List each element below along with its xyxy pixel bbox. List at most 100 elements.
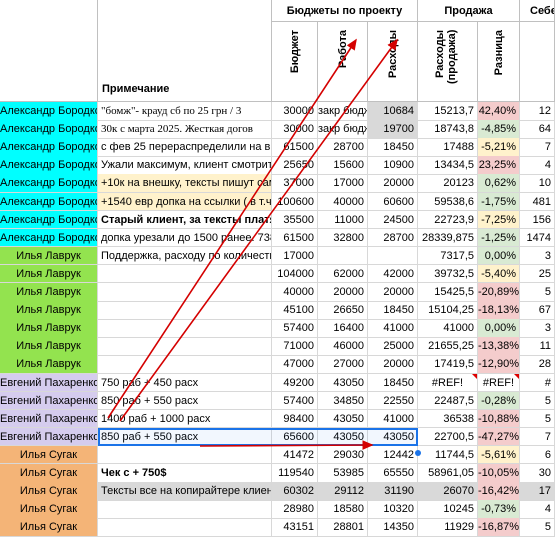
row-work-cell[interactable]: 53985 bbox=[318, 464, 368, 483]
row-sale-expenses-cell[interactable]: 21655,25 bbox=[418, 337, 478, 356]
row-work-cell[interactable]: 11000 bbox=[318, 210, 368, 230]
row-name-cell[interactable]: Евгений Пахаренко bbox=[0, 373, 98, 393]
row-budget-cell[interactable]: 30000 bbox=[272, 120, 318, 139]
row-expenses-cell[interactable]: 42000 bbox=[368, 264, 418, 284]
row-diff-cell[interactable]: -5,61% bbox=[478, 445, 520, 465]
row-note-cell[interactable]: Поддержка, расходу по количеству bbox=[98, 246, 272, 266]
row-budget-cell[interactable]: 25650 bbox=[272, 156, 318, 175]
row-cost-cell[interactable]: 7 bbox=[520, 138, 555, 157]
row-cost-cell[interactable]: 7 bbox=[520, 427, 555, 447]
row-work-cell[interactable]: 43050 bbox=[318, 409, 368, 429]
row-name-cell[interactable]: Александр Бородков bbox=[0, 192, 98, 212]
row-sale-expenses-cell[interactable]: 41000 bbox=[418, 319, 478, 338]
row-diff-cell[interactable]: -18,13% bbox=[478, 301, 520, 320]
row-budget-cell[interactable]: 119540 bbox=[272, 464, 318, 483]
row-expenses-cell[interactable]: 65550 bbox=[368, 464, 418, 483]
row-name-cell[interactable]: Илья Сугак bbox=[0, 464, 98, 483]
row-diff-cell[interactable]: -0,28% bbox=[478, 391, 520, 411]
group-cost-header[interactable]: Себе bbox=[520, 0, 555, 22]
row-expenses-cell[interactable]: 18450 bbox=[368, 373, 418, 393]
row-note-cell[interactable] bbox=[98, 355, 272, 374]
row-work-cell[interactable]: 20000 bbox=[318, 283, 368, 302]
row-sale-expenses-cell[interactable]: 17419,5 bbox=[418, 355, 478, 374]
row-name-cell[interactable]: Илья Лаврук bbox=[0, 355, 98, 374]
row-sale-expenses-cell[interactable]: 26070 bbox=[418, 482, 478, 501]
row-work-cell[interactable]: 16400 bbox=[318, 319, 368, 338]
row-diff-cell[interactable]: -13,38% bbox=[478, 337, 520, 356]
row-sale-expenses-cell[interactable]: 22700,5 bbox=[418, 427, 478, 447]
row-name-cell[interactable]: Евгений Пахаренко bbox=[0, 427, 98, 447]
row-work-cell[interactable]: 62000 bbox=[318, 264, 368, 284]
row-cost-cell[interactable]: 4 bbox=[520, 156, 555, 175]
row-expenses-cell[interactable]: 41000 bbox=[368, 319, 418, 338]
row-sale-expenses-cell[interactable]: 58961,05 bbox=[418, 464, 478, 483]
row-diff-cell[interactable]: 0,00% bbox=[478, 246, 520, 266]
row-expenses-cell[interactable] bbox=[368, 246, 418, 266]
row-note-cell[interactable] bbox=[98, 301, 272, 320]
row-note-cell[interactable] bbox=[98, 283, 272, 302]
row-name-cell[interactable]: Илья Лаврук bbox=[0, 319, 98, 338]
row-work-cell[interactable]: 28700 bbox=[318, 138, 368, 157]
row-budget-cell[interactable]: 60302 bbox=[272, 482, 318, 501]
row-work-cell[interactable]: 32800 bbox=[318, 228, 368, 248]
row-expenses-cell[interactable]: 12442 bbox=[368, 445, 418, 465]
row-name-cell[interactable]: Илья Лаврук bbox=[0, 337, 98, 356]
col-header-work[interactable]: Работа bbox=[318, 22, 368, 102]
row-note-cell[interactable] bbox=[98, 337, 272, 356]
row-cost-cell[interactable]: 5 bbox=[520, 518, 555, 537]
row-sale-expenses-cell[interactable]: 22723,9 bbox=[418, 210, 478, 230]
row-sale-expenses-cell[interactable]: 18743,8 bbox=[418, 120, 478, 139]
row-note-cell[interactable]: 750 раб + 450 расх bbox=[98, 373, 272, 393]
row-name-cell[interactable]: Евгений Пахаренко bbox=[0, 391, 98, 411]
row-name-cell[interactable]: Александр Бородков bbox=[0, 102, 98, 121]
row-work-cell[interactable]: 18580 bbox=[318, 500, 368, 519]
row-diff-cell[interactable]: -16,42% bbox=[478, 482, 520, 501]
row-sale-expenses-cell[interactable]: 11744,5 bbox=[418, 445, 478, 465]
row-expenses-cell[interactable]: 14350 bbox=[368, 518, 418, 537]
row-note-cell[interactable] bbox=[98, 264, 272, 284]
row-budget-cell[interactable]: 49200 bbox=[272, 373, 318, 393]
row-name-cell[interactable]: Александр Бородков bbox=[0, 210, 98, 230]
row-cost-cell[interactable]: 481 bbox=[520, 192, 555, 212]
row-cost-cell[interactable]: 67 bbox=[520, 301, 555, 320]
row-sale-expenses-cell[interactable]: 15104,25 bbox=[418, 301, 478, 320]
row-diff-cell[interactable]: -5,21% bbox=[478, 138, 520, 157]
row-expenses-cell[interactable]: 60600 bbox=[368, 192, 418, 212]
row-work-cell[interactable]: 15600 bbox=[318, 156, 368, 175]
row-name-cell[interactable]: Евгений Пахаренко bbox=[0, 409, 98, 429]
row-name-cell[interactable]: Александр Бородков bbox=[0, 120, 98, 139]
row-budget-cell[interactable]: 100600 bbox=[272, 192, 318, 212]
row-work-cell[interactable]: 34850 bbox=[318, 391, 368, 411]
row-expenses-cell[interactable]: 43050 bbox=[368, 427, 418, 447]
row-budget-cell[interactable]: 30000 bbox=[272, 102, 318, 121]
row-budget-cell[interactable]: 35500 bbox=[272, 210, 318, 230]
row-sale-expenses-cell[interactable]: 11929 bbox=[418, 518, 478, 537]
row-name-cell[interactable]: Илья Лаврук bbox=[0, 301, 98, 320]
row-expenses-cell[interactable]: 18450 bbox=[368, 138, 418, 157]
row-name-cell[interactable]: Александр Бородков bbox=[0, 156, 98, 175]
row-cost-cell[interactable]: 3 bbox=[520, 246, 555, 266]
row-note-cell[interactable]: Чек с + 750$ bbox=[98, 464, 272, 483]
row-sale-expenses-cell[interactable]: 13434,5 bbox=[418, 156, 478, 175]
row-sale-expenses-cell[interactable]: 39732,5 bbox=[418, 264, 478, 284]
row-diff-cell[interactable]: -10,05% bbox=[478, 464, 520, 483]
row-work-cell[interactable]: 29030 bbox=[318, 445, 368, 465]
row-budget-cell[interactable]: 41472 bbox=[272, 445, 318, 465]
row-budget-cell[interactable]: 17000 bbox=[272, 246, 318, 266]
row-expenses-cell[interactable]: 10684 bbox=[368, 102, 418, 121]
row-sale-expenses-cell[interactable]: 20123 bbox=[418, 174, 478, 193]
row-expenses-cell[interactable]: 10900 bbox=[368, 156, 418, 175]
row-sale-expenses-cell[interactable]: #REF! bbox=[418, 373, 478, 393]
row-diff-cell[interactable]: -0,73% bbox=[478, 500, 520, 519]
row-note-cell[interactable]: 850 раб + 550 расх bbox=[98, 427, 272, 447]
row-cost-cell[interactable]: 4 bbox=[520, 500, 555, 519]
row-name-cell[interactable]: Илья Лаврук bbox=[0, 246, 98, 266]
row-expenses-cell[interactable]: 20000 bbox=[368, 283, 418, 302]
row-cost-cell[interactable]: 11 bbox=[520, 337, 555, 356]
row-work-cell[interactable]: 27000 bbox=[318, 355, 368, 374]
row-budget-cell[interactable]: 57400 bbox=[272, 391, 318, 411]
row-expenses-cell[interactable]: 24500 bbox=[368, 210, 418, 230]
row-name-cell[interactable]: Илья Сугак bbox=[0, 445, 98, 465]
row-sale-expenses-cell[interactable]: 36538 bbox=[418, 409, 478, 429]
row-name-cell[interactable]: Илья Сугак bbox=[0, 518, 98, 537]
